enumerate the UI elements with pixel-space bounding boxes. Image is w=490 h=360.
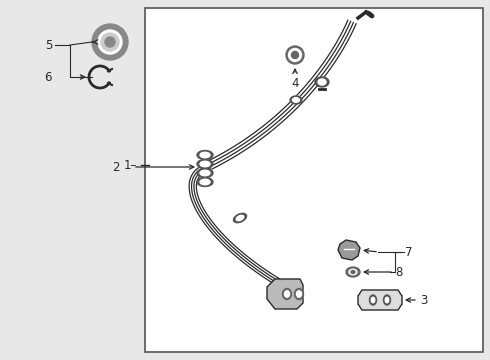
- Ellipse shape: [369, 295, 376, 305]
- Ellipse shape: [197, 150, 213, 159]
- Text: 7: 7: [405, 246, 413, 258]
- Ellipse shape: [318, 79, 326, 85]
- Ellipse shape: [200, 179, 210, 185]
- Ellipse shape: [200, 152, 210, 158]
- Circle shape: [92, 24, 128, 60]
- Ellipse shape: [197, 168, 213, 177]
- Text: 4: 4: [291, 77, 299, 90]
- Ellipse shape: [197, 159, 213, 168]
- Ellipse shape: [346, 267, 360, 277]
- Ellipse shape: [385, 297, 389, 303]
- Ellipse shape: [371, 297, 375, 303]
- Polygon shape: [267, 279, 303, 309]
- Text: 6: 6: [45, 71, 52, 84]
- Ellipse shape: [285, 291, 290, 297]
- Ellipse shape: [293, 98, 299, 102]
- Circle shape: [101, 33, 119, 51]
- Text: 5: 5: [45, 39, 52, 51]
- Ellipse shape: [349, 269, 357, 275]
- Circle shape: [286, 46, 304, 64]
- Ellipse shape: [290, 96, 302, 104]
- Text: 2: 2: [113, 161, 120, 174]
- Polygon shape: [358, 290, 402, 310]
- Circle shape: [105, 37, 115, 47]
- Text: 3: 3: [420, 293, 427, 306]
- Ellipse shape: [294, 288, 303, 300]
- Text: 1–: 1–: [123, 158, 137, 171]
- Ellipse shape: [315, 77, 329, 87]
- Polygon shape: [338, 240, 360, 260]
- Ellipse shape: [384, 295, 391, 305]
- Ellipse shape: [351, 270, 355, 274]
- Ellipse shape: [197, 177, 213, 186]
- Text: 8: 8: [395, 266, 402, 279]
- Circle shape: [289, 49, 301, 62]
- Bar: [145, 8, 483, 352]
- Circle shape: [292, 51, 298, 59]
- Ellipse shape: [296, 291, 301, 297]
- Circle shape: [98, 30, 122, 54]
- Ellipse shape: [233, 213, 246, 223]
- Ellipse shape: [283, 288, 292, 300]
- Ellipse shape: [200, 170, 210, 176]
- Ellipse shape: [200, 161, 210, 167]
- Ellipse shape: [236, 215, 244, 221]
